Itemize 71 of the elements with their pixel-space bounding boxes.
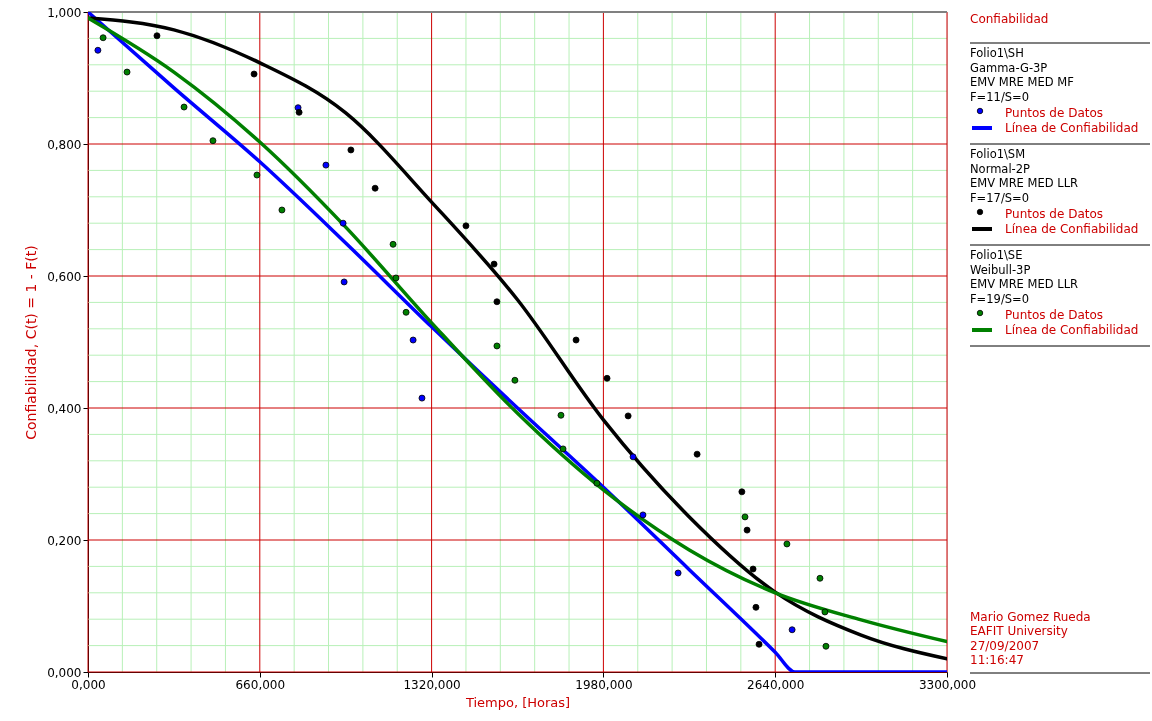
point	[493, 298, 501, 306]
y-tick-label: 0,400	[47, 401, 82, 416]
point	[392, 274, 400, 282]
point	[253, 171, 261, 179]
point	[278, 206, 286, 214]
point	[816, 574, 824, 582]
text: Folio1\SM Normal-2P EMV MRE MED LLR F=17/S=0	[970, 147, 1079, 205]
legend-title: Confiabilidad	[970, 12, 1049, 26]
point	[209, 137, 217, 145]
point	[322, 161, 330, 169]
point	[347, 146, 355, 154]
point	[572, 336, 580, 344]
point	[693, 450, 701, 458]
point	[629, 453, 637, 461]
point	[94, 46, 102, 54]
legend-label: Puntos de Datos	[1005, 207, 1104, 221]
x-axis-title: Tiempo, [Horas]	[464, 694, 571, 710]
point	[741, 513, 749, 521]
legend-label: Puntos de Datos	[1005, 308, 1104, 322]
x-tick-label: 0,000	[71, 677, 106, 692]
point	[749, 565, 757, 573]
x-tick-label: 660,000	[235, 677, 286, 692]
y-tick-label: 0,600	[47, 269, 82, 284]
x-tick-label: 2640,000	[747, 677, 805, 692]
text: Folio1\SH Gamma-G-3P EMV MRE MED MF F=11/S=0	[970, 46, 1074, 104]
point	[624, 412, 632, 420]
text: Mario Gomez Rueda EAFIT University 27/09/2007 11:16:47	[970, 609, 1091, 668]
point	[295, 108, 303, 116]
point	[738, 488, 746, 496]
point	[639, 511, 647, 519]
point	[674, 569, 682, 577]
legend-label: Línea de Confiabilidad	[1005, 121, 1139, 135]
point	[180, 103, 188, 111]
point	[822, 642, 830, 650]
point	[593, 479, 601, 487]
point	[557, 411, 565, 419]
y-tick-label: 0,000	[47, 665, 82, 680]
point	[462, 222, 470, 230]
point	[493, 342, 501, 350]
y-tick-label: 0,800	[47, 137, 82, 152]
x-tick-label: 1320,000	[403, 677, 461, 692]
point	[418, 394, 426, 402]
point	[603, 374, 611, 382]
y-tick-label: 0,200	[47, 533, 82, 548]
x-tick-label: 3300,000	[918, 677, 977, 692]
point	[783, 540, 791, 548]
point	[153, 32, 161, 40]
legend-label: Línea de Confiabilidad	[1005, 323, 1139, 337]
point	[490, 260, 498, 268]
x-tick-label: 1980,000	[575, 677, 633, 692]
point	[340, 278, 348, 286]
point	[389, 240, 397, 248]
point	[752, 603, 760, 611]
legend-label: Puntos de Datos	[1005, 106, 1104, 120]
point	[123, 68, 131, 76]
point	[409, 336, 417, 344]
point	[99, 34, 107, 42]
point	[339, 219, 347, 227]
point	[511, 376, 519, 384]
y-axis-title: Confiabilidad, C(t) = 1 - F(t)	[23, 245, 40, 440]
legend-label: Línea de Confiabilidad	[1005, 222, 1139, 236]
point	[743, 526, 751, 534]
text: Folio1\SE Weibull-3P EMV MRE MED LLR F=19/S=0	[970, 248, 1079, 306]
y-tick-label: 1,000	[47, 5, 82, 20]
point	[821, 608, 829, 616]
point	[402, 308, 410, 316]
point	[371, 184, 379, 192]
point	[788, 626, 796, 634]
point	[559, 445, 567, 453]
point	[755, 640, 763, 648]
point	[250, 70, 258, 78]
